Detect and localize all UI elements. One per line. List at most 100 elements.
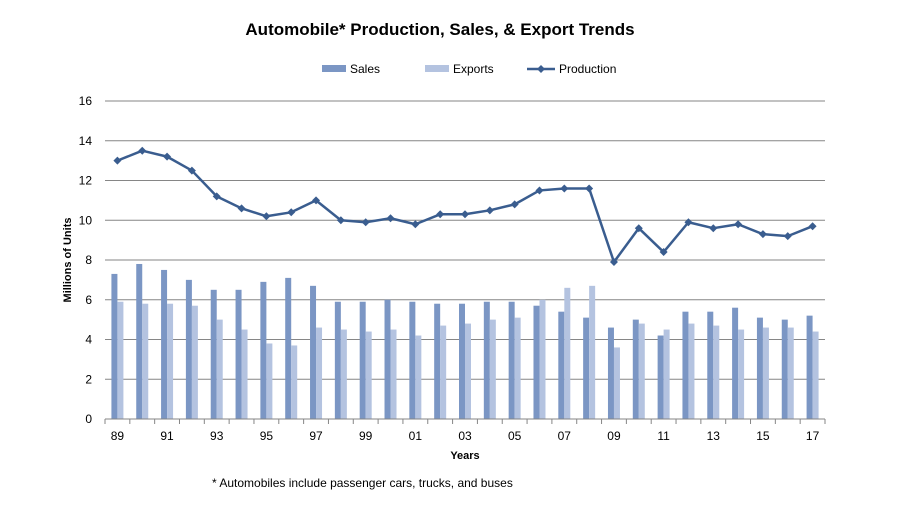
sales-bar [682, 311, 689, 419]
exports-bar [390, 329, 397, 419]
x-tick-label: 07 [558, 429, 572, 443]
exports-bar [191, 305, 198, 419]
production-series-line [116, 149, 814, 264]
y-tick-label: 6 [85, 293, 92, 307]
production-point [336, 216, 345, 225]
sales-bar [781, 319, 788, 419]
y-tick-label: 0 [85, 412, 92, 426]
x-tick-label: 93 [210, 429, 224, 443]
y-tick-label: 16 [79, 94, 93, 108]
production-point [659, 248, 668, 257]
x-tick-label: 13 [707, 429, 721, 443]
x-tick-label: 15 [756, 429, 770, 443]
bars [111, 263, 819, 419]
production-point [734, 220, 743, 229]
production-point [808, 222, 817, 231]
sales-bar [334, 301, 341, 419]
exports-bar [564, 287, 571, 419]
x-tick-label: 95 [260, 429, 274, 443]
sales-bar [210, 289, 217, 419]
y-tick-label: 2 [85, 372, 92, 386]
production-point [436, 210, 445, 219]
production-point [361, 218, 370, 227]
exports-bar [142, 303, 149, 419]
sales-bar [483, 301, 490, 419]
exports-bar [489, 319, 496, 419]
sales-bar [359, 301, 366, 419]
y-tick-label: 14 [79, 134, 93, 148]
x-tick-label: 09 [607, 429, 621, 443]
exports-bar [688, 323, 695, 419]
x-tick-label: 91 [160, 429, 174, 443]
chart-title: Automobile* Production, Sales, & Export … [245, 20, 635, 39]
y-axis-title: Millions of Units [62, 218, 74, 303]
production-point [262, 212, 271, 221]
sales-bar [136, 263, 143, 419]
production-point [386, 214, 395, 223]
production-point [709, 224, 718, 233]
x-axis-title: Years [450, 450, 479, 462]
exports-bar [440, 325, 447, 419]
production-point [237, 204, 246, 213]
sales-bar [756, 317, 763, 419]
production-point [585, 184, 594, 193]
legend-production-marker [537, 65, 545, 73]
exports-bar [613, 347, 620, 419]
exports-bar [539, 299, 546, 419]
production-point [684, 218, 693, 227]
exports-bar [216, 319, 223, 419]
sales-bar [732, 307, 739, 419]
production-point [187, 166, 196, 175]
sales-bar [185, 279, 192, 419]
exports-bar [316, 327, 323, 419]
sales-bar [459, 303, 465, 419]
sales-bar [285, 277, 292, 419]
sales-bar [508, 301, 515, 419]
legend-sales-swatch [322, 65, 346, 72]
x-tick-label: 17 [806, 429, 820, 443]
x-tick-label: 97 [309, 429, 323, 443]
sales-bar [533, 305, 540, 419]
production-point [634, 224, 643, 233]
exports-bar [787, 327, 794, 419]
sales-bar [161, 269, 168, 419]
sales-bar [111, 273, 118, 419]
y-tick-label: 8 [85, 253, 92, 267]
exports-bar [241, 329, 248, 419]
exports-bar [117, 301, 124, 419]
legend-exports-swatch [425, 65, 449, 72]
production-point [758, 230, 767, 239]
exports-bar [638, 323, 645, 419]
exports-bar [291, 345, 298, 419]
sales-bar [558, 311, 565, 419]
production-point [113, 156, 122, 165]
exports-bar [738, 329, 745, 419]
sales-bar [607, 327, 614, 419]
exports-bar [589, 285, 596, 419]
production-point [212, 192, 221, 201]
exports-bar [812, 331, 819, 419]
sales-bar [657, 335, 664, 419]
production-point [510, 200, 519, 209]
exports-bar [514, 317, 521, 419]
production-point [535, 186, 544, 195]
legend: Sales Exports Production [322, 62, 616, 76]
footnote: * Automobiles include passenger cars, tr… [212, 476, 513, 490]
exports-bar [365, 331, 372, 419]
production-line [113, 146, 817, 266]
exports-bar [266, 343, 273, 419]
sales-bar [260, 281, 267, 419]
x-tick-label: 11 [657, 429, 670, 443]
production-point [138, 146, 147, 155]
exports-bar [762, 327, 769, 419]
legend-sales-label: Sales [350, 62, 380, 76]
production-point [287, 208, 296, 217]
exports-bar [465, 323, 471, 419]
y-tick-label: 10 [79, 213, 93, 227]
production-point [783, 232, 792, 241]
x-tick-label: 03 [458, 429, 472, 443]
x-tick-label: 05 [508, 429, 522, 443]
sales-bar [384, 299, 391, 419]
sales-bar [235, 289, 242, 419]
